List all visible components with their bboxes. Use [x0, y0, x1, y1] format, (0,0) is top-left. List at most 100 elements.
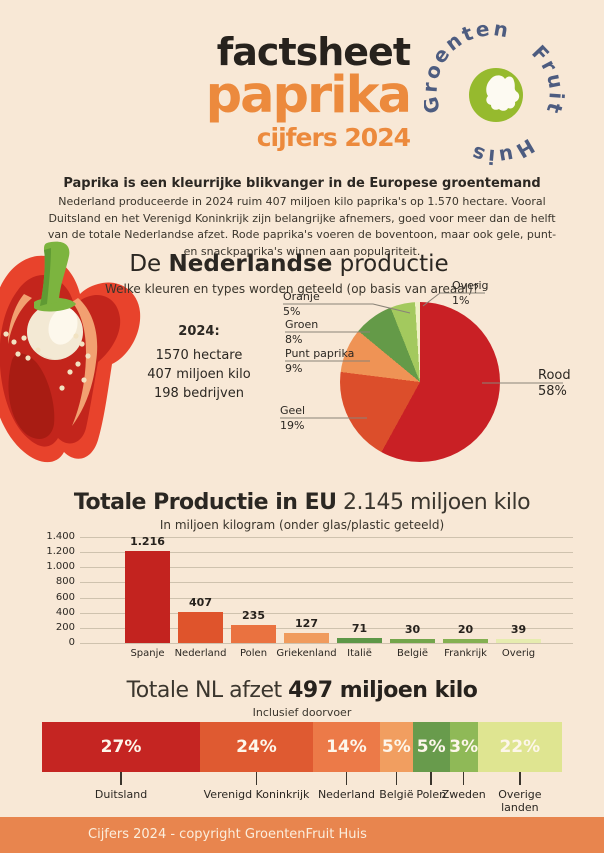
eu-ytick-label: 0 — [68, 637, 75, 648]
eu-bar-category: Griekenland — [276, 648, 337, 659]
afzet-tick — [430, 772, 432, 785]
eu-bar-italië — [337, 638, 382, 643]
eu-bar-value: 127 — [295, 617, 318, 630]
afzet-country-label: Overige landen — [498, 788, 542, 814]
afzet-segment-overige-landen: 22% — [477, 722, 562, 772]
stats-hectare: 1570 hectare — [155, 348, 243, 363]
logo-word-fruit: Fruit — [527, 40, 566, 118]
pie-label-punt-pct: 9% — [285, 362, 303, 375]
afzet-tick — [395, 772, 398, 785]
pie-label-oranje: Oranje 5% — [283, 290, 320, 318]
eu-bar-frankrijk — [443, 639, 488, 643]
intro-body: Nederland produceerde in 2024 ruim 407 m… — [47, 195, 557, 258]
eu-bar-belgië — [390, 639, 435, 643]
afzet-tick — [345, 772, 348, 785]
eu-bar-polen — [231, 625, 276, 643]
prod-title-prefix: De — [129, 251, 169, 277]
eu-ytick-label: 1.000 — [46, 561, 75, 573]
afzet-segment-belgië: 5% — [379, 722, 413, 772]
logo-word-huis: Huis — [466, 134, 536, 168]
eu-bar-category: Frankrijk — [444, 648, 487, 659]
eu-gridline — [80, 627, 573, 629]
eu-bar-value: 20 — [457, 623, 474, 636]
eu-bar-value: 30 — [404, 623, 421, 636]
eu-ytick-label: 1.200 — [46, 546, 75, 558]
groentenfruit-huis-logo-icon: Groenten Fruit Huis — [424, 16, 569, 168]
pie-label-rood: Rood 58% — [538, 369, 571, 399]
eu-ytick-label: 600 — [55, 591, 75, 603]
intro-title: Paprika is een kleurrijke blikvanger in … — [63, 176, 541, 191]
afzet-tick — [462, 772, 465, 785]
afzet-tick — [519, 772, 521, 785]
stats-bedrijven: 198 bedrijven — [154, 386, 244, 401]
afzet-tick — [255, 772, 258, 785]
title-factsheet: factsheet — [216, 30, 411, 74]
eu-ytick-label: 1.400 — [46, 531, 75, 542]
afzet-segment-polen: 5% — [412, 722, 450, 772]
eu-title-bold: Totale Productie in EU — [73, 490, 337, 515]
eu-ytick-label: 200 — [55, 621, 75, 633]
afzet-segment-verenigd-koninkrijk: 24% — [200, 722, 313, 772]
eu-ytick-label: 400 — [55, 606, 75, 618]
afzet-segment-pct: 5% — [381, 737, 411, 757]
pie-label-rood-pct: 58% — [538, 384, 567, 399]
eu-bar-value: 1.216 — [130, 535, 165, 548]
pie-chart-subtitle: Welke kleuren en types worden geteeld (o… — [104, 282, 479, 296]
pie-label-overig-pct: 1% — [452, 294, 470, 307]
section-title-nl-productie: De Nederlandse productie — [0, 251, 578, 277]
section-title-eu-productie: Totale Productie in EU 2.145 miljoen kil… — [0, 490, 604, 515]
afzet-segment-pct: 22% — [499, 737, 541, 757]
afzet-title-regular: Totale NL afzet — [126, 678, 289, 703]
pepper-seeds — [3, 331, 91, 391]
prod-title-suffix: productie — [332, 251, 449, 277]
pie-label-groen: Groen 8% — [285, 318, 318, 346]
pie-label-punt-name: Punt paprika — [285, 347, 355, 360]
eu-bar-category: Overig — [501, 648, 536, 659]
eu-gridline — [80, 643, 573, 644]
pie-label-geel-pct: 19% — [280, 419, 305, 432]
eu-ytick-label: 800 — [55, 576, 75, 588]
prod-title-bold: Nederlandse — [168, 251, 333, 277]
paprika-illustration-icon — [0, 241, 141, 463]
section-title-nl-afzet: Totale NL afzet 497 miljoen kilo — [0, 678, 604, 703]
afzet-segment-pct: 14% — [326, 737, 367, 757]
afzet-segment-pct: 27% — [100, 737, 142, 757]
eu-bar-overig — [496, 639, 541, 643]
eu-production-bar-chart: 1.400 1.200 1.000 800 600 400 200 0 1.216 Spanje 4… — [45, 531, 580, 665]
afzet-country-label: Nederland — [317, 788, 375, 801]
pie-label-geel-name: Geel — [280, 404, 306, 417]
afzet-segment-nederland: 14% — [312, 722, 380, 772]
eu-bar-category: Italië — [347, 648, 372, 659]
eu-bar-spanje — [125, 551, 170, 643]
eu-bar-value: 235 — [242, 609, 265, 622]
eu-gridline — [80, 597, 573, 599]
svg-text:Huis: Huis — [466, 134, 538, 168]
nl-afzet-stacked-bar: 27% 24% 14% 5% 5% 3% 22% — [42, 722, 562, 772]
stats-year: 2024: — [178, 324, 220, 339]
eu-bar-category: Spanje — [130, 648, 165, 659]
nl-production-pie-chart — [340, 302, 500, 462]
svg-text:Fruit: Fruit — [527, 40, 569, 118]
pie-label-punt-paprika: Punt paprika 9% — [285, 347, 354, 375]
pie-label-oranje-name: Oranje — [283, 290, 320, 303]
pie-label-rood-name: Rood — [538, 368, 571, 383]
eu-bar-value: 71 — [351, 622, 368, 635]
afzet-segment-duitsland: 27% — [42, 722, 201, 772]
afzet-country-label: Duitsland — [94, 788, 148, 801]
copyright-text: Cijfers 2024 - copyright GroentenFruit H… — [88, 827, 367, 842]
afzet-country-label: België — [379, 788, 414, 801]
eu-bar-value: 407 — [189, 596, 212, 609]
afzet-country-label: Verenigd Koninkrijk — [203, 788, 310, 801]
eu-bar-nederland — [178, 612, 223, 643]
pie-label-groen-pct: 8% — [285, 333, 303, 346]
eu-chart-subtitle: In miljoen kilogram (onder glas/plastic … — [159, 518, 445, 532]
nl-2024-stats: 2024: 1570 hectare 407 miljoen kilo 198 … — [108, 322, 290, 403]
footer-bar: Cijfers 2024 - copyright GroentenFruit H… — [0, 817, 604, 853]
afzet-segment-pct: 3% — [449, 737, 479, 757]
eu-gridline — [80, 612, 573, 614]
afzet-country-label: Polen — [416, 788, 447, 801]
stats-kilo: 407 miljoen kilo — [147, 367, 251, 382]
pie-label-overig-name: Overig — [452, 279, 489, 292]
pie-label-overig: Overig 1% — [452, 279, 489, 307]
